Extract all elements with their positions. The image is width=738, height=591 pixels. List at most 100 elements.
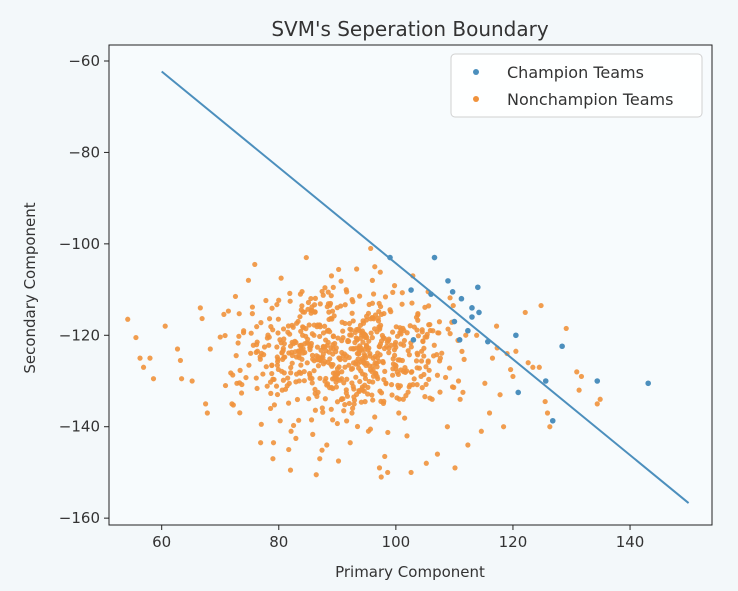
nonchampion-point: [425, 358, 431, 364]
nonchampion-point: [374, 373, 380, 380]
champion-point: [559, 343, 565, 350]
nonchampion-point: [399, 290, 405, 296]
champion-point: [458, 295, 465, 302]
legend: Champion Teams Nonchampion Teams: [450, 53, 703, 118]
nonchampion-point: [346, 354, 352, 361]
nonchampion-point: [306, 322, 312, 328]
nonchampion-point: [282, 386, 289, 392]
nonchampion-point: [274, 354, 280, 360]
nonchampion-point: [317, 456, 323, 462]
nonchampion-point: [578, 373, 585, 380]
nonchampion-point: [351, 401, 357, 407]
nonchampion-point: [345, 337, 351, 344]
nonchampion-point: [424, 331, 430, 337]
nonchampion-point: [298, 343, 304, 349]
nonchampion-point: [258, 421, 264, 427]
nonchampion-point: [500, 424, 507, 430]
nonchampion-point: [368, 245, 374, 252]
nonchampion-point: [408, 469, 414, 476]
nonchampion-point: [277, 418, 283, 424]
nonchampion-point: [344, 376, 350, 382]
nonchampion-point: [544, 410, 551, 416]
champion-point: [469, 314, 475, 320]
nonchampion-point: [508, 366, 514, 373]
nonchampion-point: [341, 408, 347, 414]
nonchampion-point: [376, 465, 383, 471]
nonchampion-point: [362, 355, 369, 361]
nonchampion-point: [350, 299, 356, 305]
nonchampion-point: [334, 420, 340, 427]
nonchampion-point: [330, 385, 336, 392]
champion-point: [549, 417, 556, 424]
nonchampion-point: [275, 330, 281, 336]
nonchampion-point: [353, 335, 359, 341]
nonchampion-point: [246, 362, 252, 368]
nonchampion-point: [268, 390, 274, 396]
nonchampion-point: [372, 414, 378, 420]
champion-point: [465, 327, 471, 334]
nonchampion-point: [140, 364, 147, 370]
nonchampion-point: [391, 283, 398, 289]
nonchampion-point: [305, 299, 312, 306]
nonchampion-point: [402, 369, 408, 375]
champion-point: [475, 284, 481, 291]
nonchampion-point: [342, 364, 348, 370]
nonchampion-point: [241, 328, 247, 334]
nonchampion-point: [563, 325, 569, 332]
nonchampion-point: [285, 375, 291, 381]
x-tick-label: 60: [152, 533, 171, 551]
nonchampion-point: [287, 331, 293, 337]
nonchampion-point: [369, 277, 375, 283]
nonchampion-point: [311, 368, 317, 374]
nonchampion-point: [399, 301, 405, 307]
nonchampion-point: [434, 351, 440, 358]
nonchampion-point: [269, 305, 275, 311]
champion-point: [645, 380, 651, 387]
nonchampion-point: [275, 366, 281, 373]
nonchampion-point: [330, 333, 336, 340]
nonchampion-point: [447, 295, 453, 301]
nonchampion-point: [243, 374, 249, 381]
nonchampion-point: [222, 382, 229, 389]
nonchampion-point: [285, 400, 292, 406]
nonchampion-point: [319, 405, 325, 411]
nonchampion-point: [353, 327, 360, 333]
nonchampion-point: [478, 428, 484, 434]
nonchampion-point: [197, 305, 203, 311]
nonchampion-point: [289, 360, 295, 366]
nonchampion-point: [384, 339, 390, 345]
nonchampion-point: [461, 356, 467, 362]
nonchampion-point: [322, 285, 328, 291]
nonchampion-point: [346, 362, 352, 368]
nonchampion-point: [344, 289, 350, 295]
nonchampion-point: [323, 375, 329, 382]
nonchampion-point: [365, 347, 371, 353]
nonchampion-point: [333, 349, 339, 355]
nonchampion-point: [341, 380, 347, 386]
nonchampion-point: [324, 342, 330, 348]
nonchampion-point: [281, 370, 287, 376]
nonchampion-point: [327, 302, 333, 308]
nonchampion-point: [266, 342, 272, 348]
nonchampion-point: [493, 323, 500, 329]
nonchampion-point: [289, 352, 295, 359]
nonchampion-point: [312, 407, 318, 413]
nonchampion-point: [465, 442, 471, 448]
nonchampion-point: [497, 392, 503, 398]
nonchampion-point: [315, 363, 322, 369]
nonchampion-point: [293, 320, 300, 326]
nonchampion-point: [362, 375, 369, 382]
champion-point: [513, 332, 519, 339]
nonchampion-point: [329, 363, 335, 369]
nonchampion-point: [293, 339, 299, 346]
nonchampion-point: [249, 311, 255, 317]
champion-point: [445, 278, 451, 284]
nonchampion-point: [300, 325, 307, 331]
nonchampion-point: [326, 316, 332, 323]
nonchampion-point: [335, 335, 341, 341]
nonchampion-point: [288, 364, 294, 371]
nonchampion-point: [414, 327, 420, 333]
nonchampion-point: [459, 348, 465, 354]
nonchampion-point: [254, 324, 260, 330]
